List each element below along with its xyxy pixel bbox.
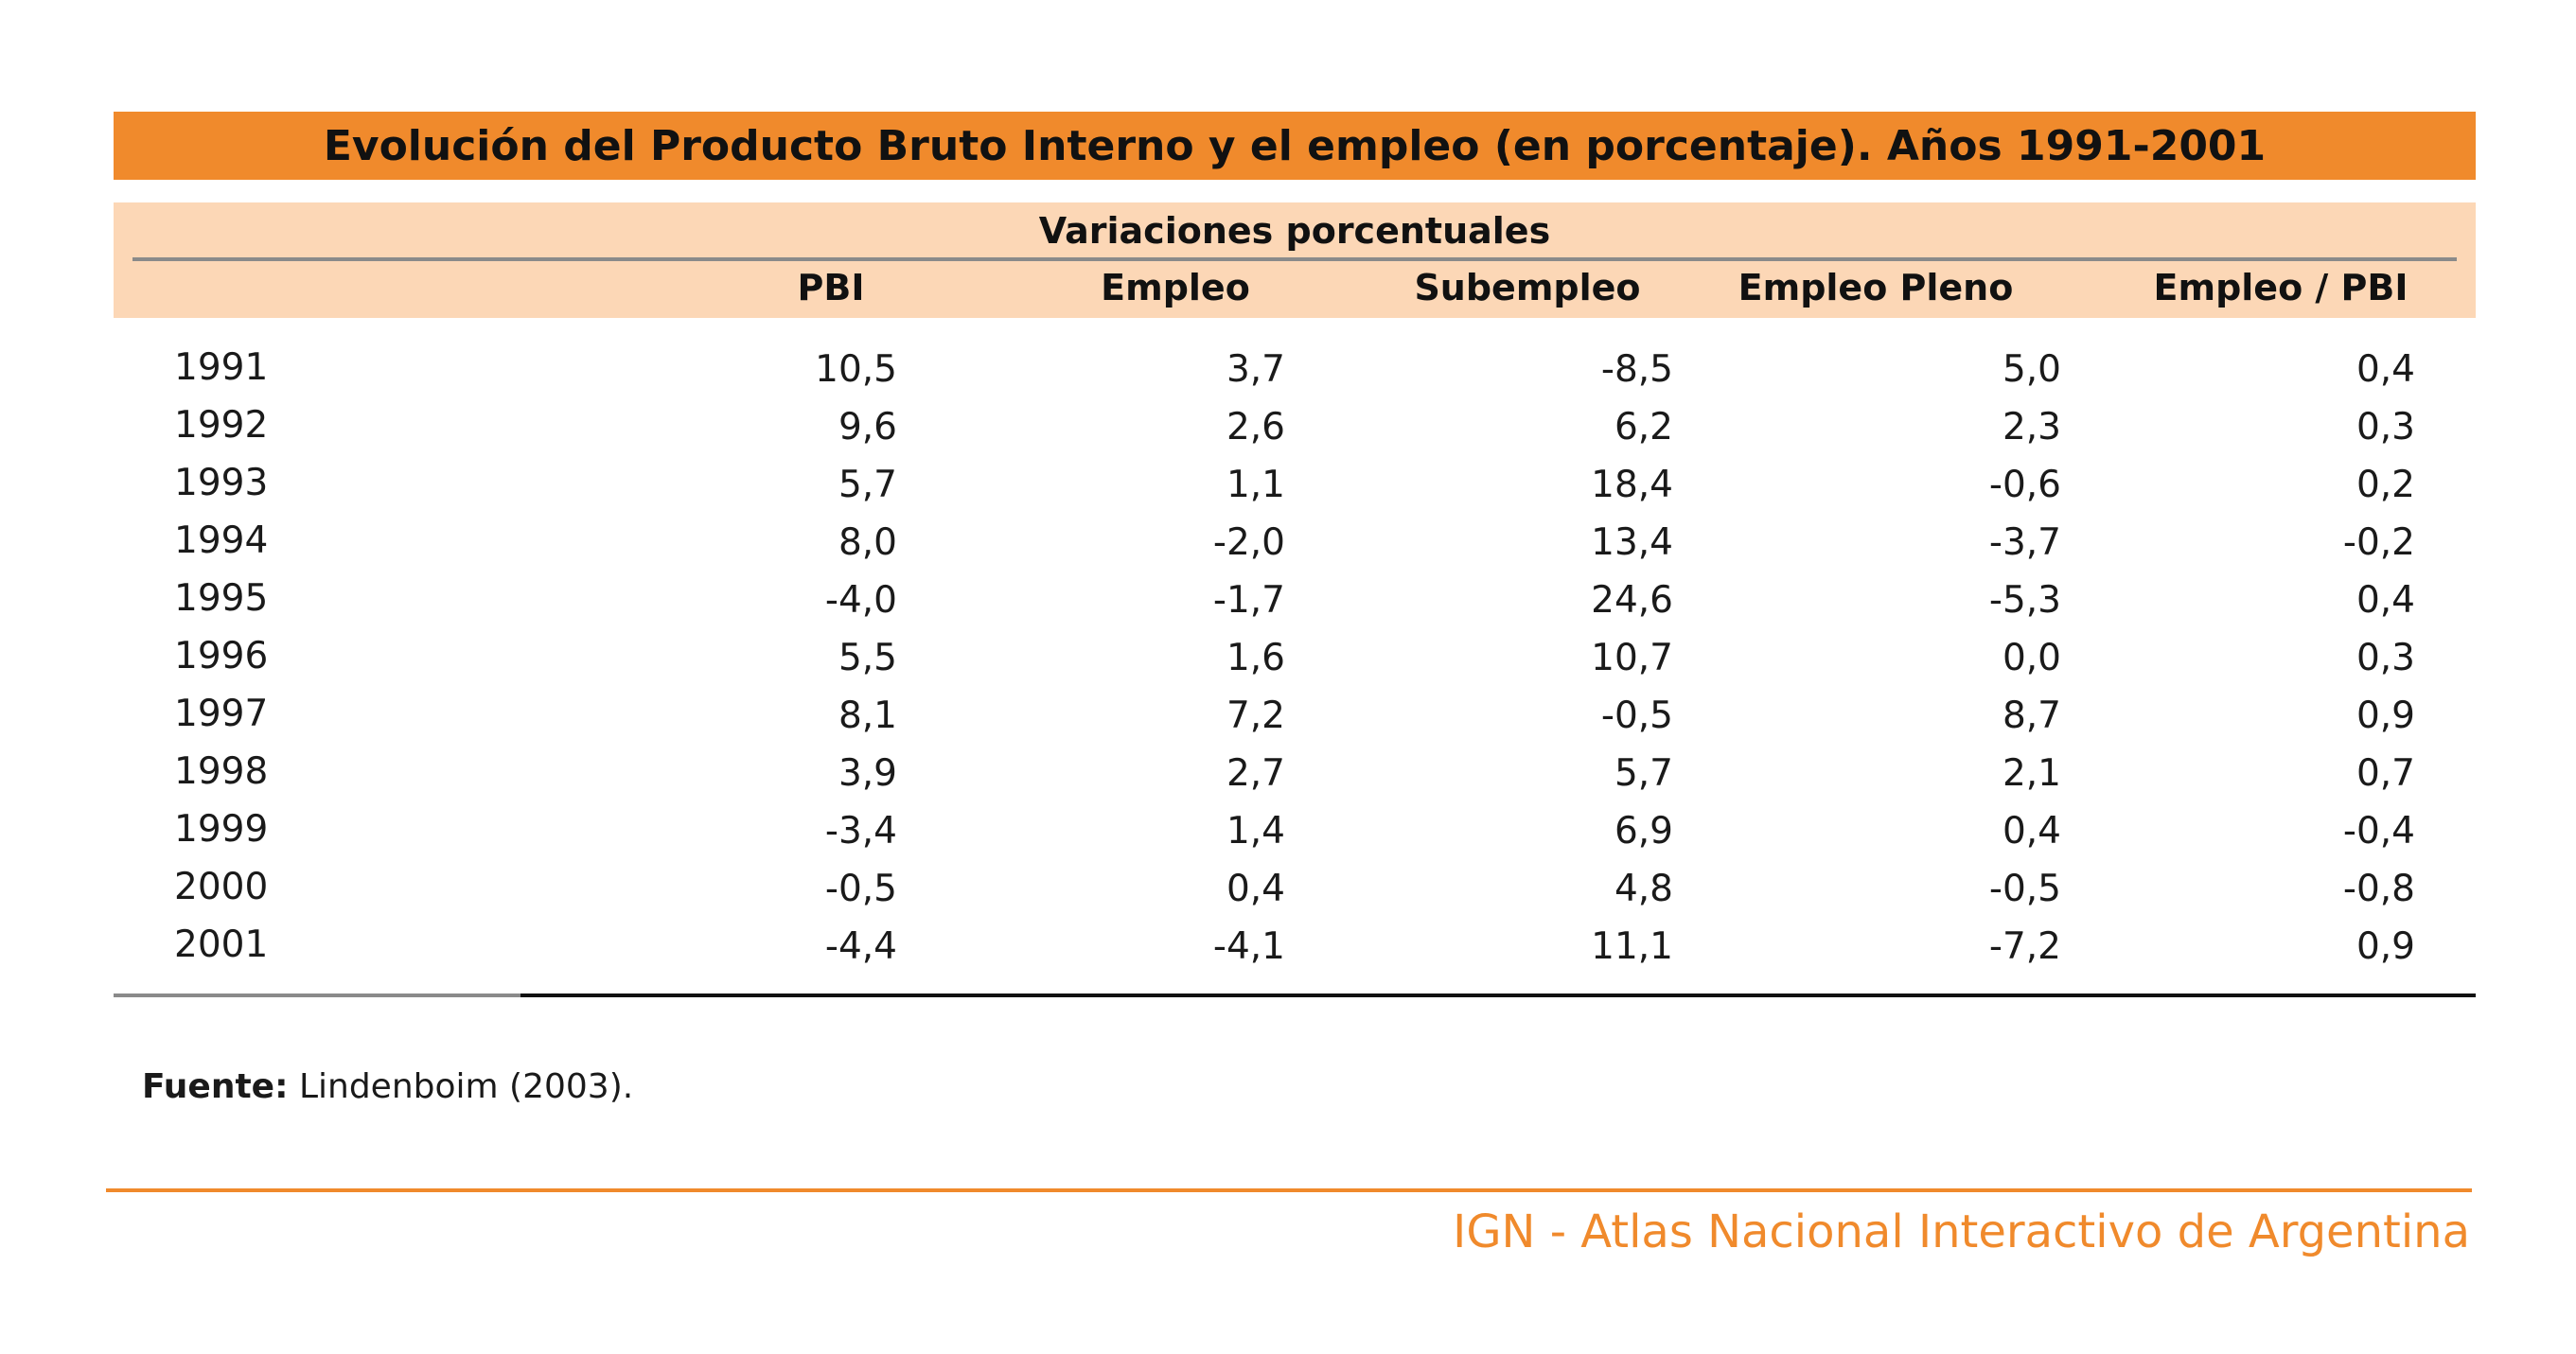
table-cell: 8,7 xyxy=(2002,695,2061,737)
table-cell: -5,3 xyxy=(1988,579,2061,622)
table-cell: 1,6 xyxy=(1226,637,1285,679)
table-cell: 3,7 xyxy=(1226,348,1285,391)
table-cell: -0,6 xyxy=(1988,464,2061,506)
table-cell: 24,6 xyxy=(1591,579,1673,622)
table-cell: -1,7 xyxy=(1212,579,1285,622)
table-cell: 5,5 xyxy=(838,637,897,679)
row-year: 1995 xyxy=(174,577,269,620)
table-cell: -2,0 xyxy=(1212,521,1285,564)
footer-rule xyxy=(106,1188,2472,1192)
table-cell: 10,7 xyxy=(1591,637,1673,679)
table-cell: -0,5 xyxy=(824,868,897,910)
table-cell: 2,6 xyxy=(1226,406,1285,448)
column-header: Subempleo xyxy=(1414,267,1641,308)
table-cell: -3,4 xyxy=(824,810,897,853)
table-cell: 10,5 xyxy=(815,348,897,391)
source-text: Lindenboim (2003). xyxy=(298,1067,634,1106)
table-cell: -0,4 xyxy=(2342,810,2415,853)
table-title-bar: Evolución del Producto Bruto Interno y e… xyxy=(114,112,2476,180)
table-cell: 13,4 xyxy=(1591,521,1673,564)
table-cell: -7,2 xyxy=(1988,925,2061,968)
table-header-band: Variaciones porcentuales PBI Empleo Subemp… xyxy=(114,202,2476,318)
table-title: Evolución del Producto Bruto Interno y e… xyxy=(323,121,2267,170)
row-year: 1991 xyxy=(174,346,269,389)
group-header-rule xyxy=(132,257,2457,261)
table-cell: -0,5 xyxy=(1600,695,1673,737)
table-bottom-rule-left xyxy=(114,994,520,997)
table-cell: -8,5 xyxy=(1600,348,1673,391)
table-cell: 8,0 xyxy=(838,521,897,564)
row-year: 1993 xyxy=(174,462,269,504)
table-cell: 5,0 xyxy=(2002,348,2061,391)
table-bottom-rule xyxy=(520,994,2476,997)
table-cell: 0,4 xyxy=(2355,579,2415,622)
table-cell: 1,4 xyxy=(1226,810,1285,853)
table-cell: 5,7 xyxy=(838,464,897,506)
table-cell: -0,2 xyxy=(2342,521,2415,564)
table-cell: 2,1 xyxy=(2002,752,2061,795)
row-year: 1999 xyxy=(174,808,269,851)
column-header: Empleo Pleno xyxy=(1738,267,2014,308)
row-year: 1992 xyxy=(174,404,269,447)
table-cell: 5,7 xyxy=(1614,752,1673,795)
table-cell: -3,7 xyxy=(1988,521,2061,564)
table-cell: 3,9 xyxy=(838,752,897,795)
table-cell: 18,4 xyxy=(1591,464,1673,506)
table-cell: 2,7 xyxy=(1226,752,1285,795)
column-header: PBI xyxy=(797,267,865,308)
source-note: Fuente: Lindenboim (2003). xyxy=(142,1067,633,1106)
column-header: Empleo / PBI xyxy=(2153,267,2408,308)
table-cell: -4,4 xyxy=(824,925,897,968)
table-cell: -0,8 xyxy=(2342,868,2415,910)
table-cell: 1,1 xyxy=(1226,464,1285,506)
table-cell: 9,6 xyxy=(838,406,897,448)
table-cell: 6,9 xyxy=(1614,810,1673,853)
row-year: 1994 xyxy=(174,519,269,562)
table-cell: -4,1 xyxy=(1212,925,1285,968)
table-cell: 0,2 xyxy=(2355,464,2415,506)
table-cell: 6,2 xyxy=(1614,406,1673,448)
row-year: 1997 xyxy=(174,693,269,735)
row-year: 2001 xyxy=(174,923,269,966)
row-year: 2000 xyxy=(174,866,269,908)
table-cell: -4,0 xyxy=(824,579,897,622)
table-cell: 0,9 xyxy=(2355,695,2415,737)
row-year: 1996 xyxy=(174,635,269,677)
table-cell: 2,3 xyxy=(2002,406,2061,448)
table-cell: 8,1 xyxy=(838,695,897,737)
table-cell: 0,3 xyxy=(2355,406,2415,448)
table-cell: 4,8 xyxy=(1614,868,1673,910)
table-cell: 0,9 xyxy=(2355,925,2415,968)
table-cell: 0,4 xyxy=(1226,868,1285,910)
table-cell: 0,7 xyxy=(2355,752,2415,795)
table-cell: 0,0 xyxy=(2002,637,2061,679)
column-header: Empleo xyxy=(1101,267,1250,308)
table-cell: 0,4 xyxy=(2002,810,2061,853)
footer-credit: IGN - Atlas Nacional Interactivo de Arge… xyxy=(1453,1205,2470,1258)
table-cell: 0,4 xyxy=(2355,348,2415,391)
source-label: Fuente: xyxy=(142,1067,289,1106)
table-cell: 7,2 xyxy=(1226,695,1285,737)
group-header: Variaciones porcentuales xyxy=(1038,210,1551,252)
table-cell: -0,5 xyxy=(1988,868,2061,910)
table-cell: 0,3 xyxy=(2355,637,2415,679)
row-year: 1998 xyxy=(174,750,269,793)
table-cell: 11,1 xyxy=(1591,925,1673,968)
